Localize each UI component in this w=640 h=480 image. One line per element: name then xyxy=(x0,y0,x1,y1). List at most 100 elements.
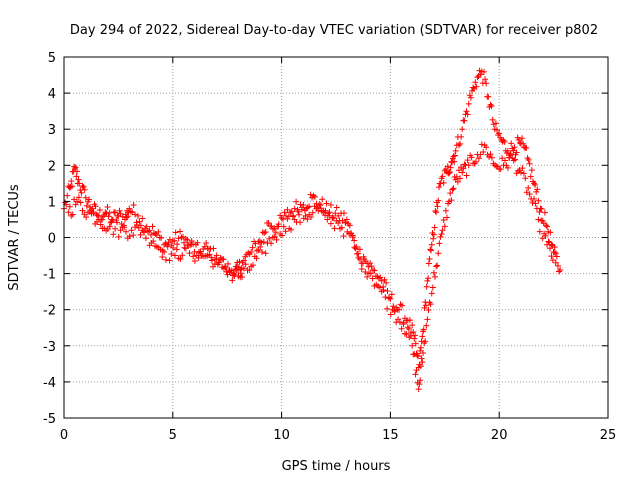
data-point xyxy=(453,173,460,180)
data-point xyxy=(182,235,189,242)
x-tick-label: 25 xyxy=(600,428,617,443)
data-point xyxy=(112,209,119,216)
data-point xyxy=(307,191,314,198)
data-point xyxy=(319,196,326,203)
data-point xyxy=(364,273,371,280)
data-point xyxy=(488,154,495,161)
data-point xyxy=(439,227,446,234)
data-point xyxy=(236,258,243,265)
data-point xyxy=(485,93,492,100)
data-point xyxy=(178,234,185,241)
data-point xyxy=(448,197,455,204)
data-point xyxy=(425,260,432,267)
data-point xyxy=(271,233,278,240)
data-point xyxy=(194,239,201,246)
data-point xyxy=(554,262,561,269)
data-point xyxy=(255,246,262,253)
data-point xyxy=(255,238,262,245)
data-point xyxy=(406,334,413,341)
data-point xyxy=(268,240,275,247)
data-point xyxy=(403,331,410,338)
data-point xyxy=(435,184,442,191)
data-point xyxy=(520,170,527,177)
data-point xyxy=(501,138,508,145)
x-tick-label: 5 xyxy=(169,428,177,443)
data-point xyxy=(83,202,90,209)
data-point xyxy=(544,241,551,248)
data-point xyxy=(427,301,434,308)
data-point xyxy=(284,206,291,213)
data-point xyxy=(491,162,498,169)
data-point xyxy=(245,249,252,256)
data-point xyxy=(126,205,133,212)
data-point xyxy=(360,253,367,260)
data-point xyxy=(387,295,394,302)
data-point xyxy=(224,260,231,267)
data-point xyxy=(191,257,198,264)
data-point xyxy=(461,117,468,124)
data-point xyxy=(546,245,553,252)
data-point xyxy=(528,167,535,174)
data-point xyxy=(231,271,238,278)
data-point xyxy=(384,305,391,312)
data-point xyxy=(92,203,99,210)
y-tick-label: -2 xyxy=(43,304,56,319)
data-point xyxy=(451,158,458,165)
data-point xyxy=(459,126,466,133)
data-point xyxy=(284,215,291,222)
data-point xyxy=(412,332,419,339)
data-point xyxy=(510,147,517,154)
data-point xyxy=(265,220,272,227)
data-point xyxy=(210,263,217,270)
data-point xyxy=(229,277,236,284)
data-point xyxy=(496,130,503,137)
data-point xyxy=(76,180,83,187)
data-point xyxy=(67,183,74,190)
data-point xyxy=(412,340,419,347)
data-point xyxy=(400,321,407,328)
data-point xyxy=(136,218,143,225)
data-point xyxy=(68,178,75,185)
data-point xyxy=(166,236,173,243)
data-point xyxy=(174,241,181,248)
data-point xyxy=(388,291,395,298)
data-point xyxy=(447,190,454,197)
data-point xyxy=(425,307,432,314)
data-point xyxy=(538,217,545,224)
data-point xyxy=(302,212,309,219)
data-point xyxy=(420,326,427,333)
data-point xyxy=(487,101,494,108)
data-point xyxy=(295,208,302,215)
data-point xyxy=(81,186,88,193)
data-point xyxy=(419,333,426,340)
data-point xyxy=(367,270,374,277)
data-point xyxy=(343,216,350,223)
data-point xyxy=(104,203,111,210)
data-point xyxy=(450,153,457,160)
data-point xyxy=(424,277,431,284)
data-point xyxy=(457,140,464,147)
data-point xyxy=(474,74,481,81)
data-point xyxy=(467,94,474,101)
data-point xyxy=(440,216,447,223)
data-point xyxy=(404,324,411,331)
data-point xyxy=(170,244,177,251)
data-point xyxy=(304,216,311,223)
data-point xyxy=(384,287,391,294)
data-point xyxy=(376,284,383,291)
data-point xyxy=(130,232,137,239)
y-tick-label: -5 xyxy=(43,412,56,427)
data-point xyxy=(171,252,178,259)
data-point xyxy=(253,255,260,262)
data-point xyxy=(390,303,397,310)
data-point xyxy=(258,239,265,246)
data-point xyxy=(172,229,179,236)
data-point xyxy=(516,139,523,146)
data-point xyxy=(424,316,431,323)
data-point xyxy=(333,204,340,211)
data-point xyxy=(259,248,266,255)
data-point xyxy=(375,275,382,282)
data-point xyxy=(549,257,556,264)
data-point xyxy=(257,243,264,250)
